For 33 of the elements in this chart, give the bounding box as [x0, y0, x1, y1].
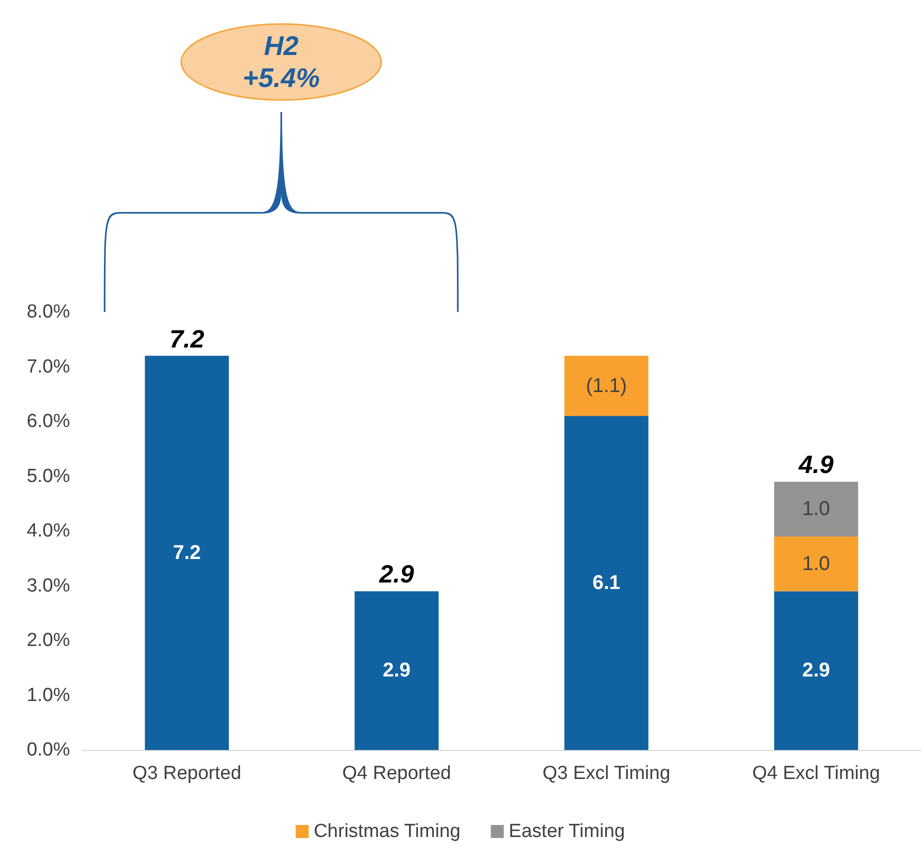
y-tick-label: 6.0%: [26, 411, 70, 432]
data-label: 7.2: [172, 542, 201, 564]
total-label: 2.9: [378, 560, 414, 589]
y-tick-label: 7.0%: [26, 356, 70, 378]
bar: [564, 416, 648, 750]
legend-label: Easter Timing: [508, 821, 625, 842]
total-label: 4.9: [798, 451, 834, 480]
y-tick-label: 0.0%: [26, 740, 70, 760]
x-tick-label: Q3 Reported: [132, 763, 242, 784]
bar: [774, 482, 858, 536]
bar: [774, 591, 858, 750]
data-label: 1.0: [802, 552, 830, 575]
data-label: 6.1: [592, 572, 620, 594]
y-tick-label: 1.0%: [26, 684, 70, 706]
y-tick-label: 2.0%: [26, 630, 70, 651]
x-tick-label: Q4 Excl Timing: [752, 763, 880, 784]
y-tick-label: 5.0%: [26, 466, 70, 487]
y-tick-label: 8.0%: [26, 302, 70, 322]
data-label: (1.1): [586, 374, 627, 397]
total-label: 7.2: [169, 325, 204, 354]
bar: [774, 536, 858, 592]
data-label: 2.9: [802, 660, 830, 682]
y-tick-label: 4.0%: [26, 520, 70, 542]
bar: [564, 356, 648, 416]
y-tick-label: 3.0%: [26, 575, 70, 596]
x-tick-label: Q3 Excl Timing: [542, 763, 670, 784]
x-tick-label: Q4 Reported: [342, 763, 452, 784]
bar: [144, 356, 229, 750]
text: H2 +5.4%: [242, 31, 320, 93]
data-label: 2.9: [382, 660, 411, 682]
legend-label: Christmas Timing: [314, 821, 460, 842]
data-label: 1.0: [802, 498, 830, 520]
bar: [354, 591, 439, 750]
